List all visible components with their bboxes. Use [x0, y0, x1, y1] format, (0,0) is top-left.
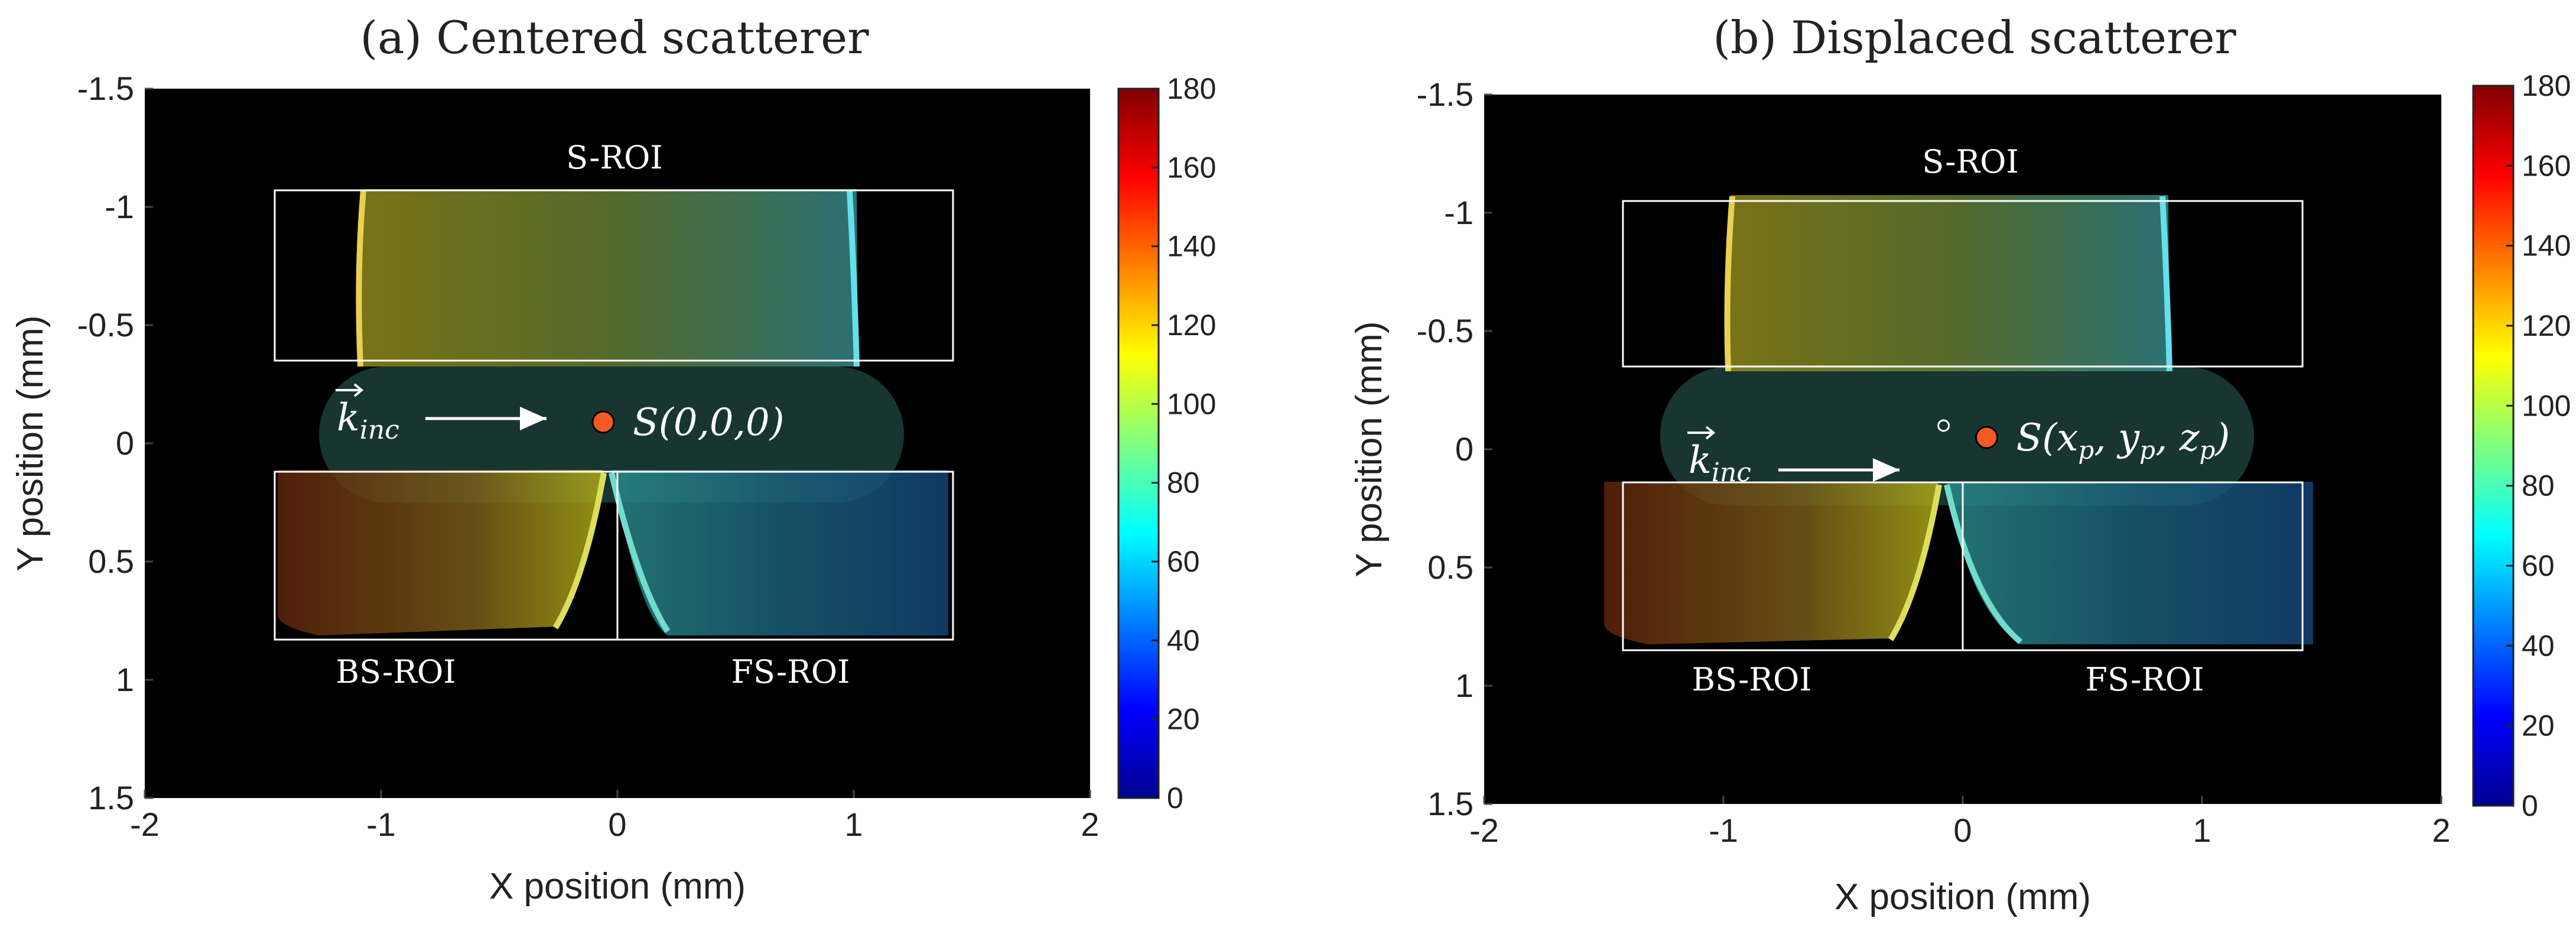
x-tick-label: -2 — [1469, 812, 1499, 849]
x-tick-label: 0 — [608, 806, 626, 843]
x-tick-label: 2 — [2432, 812, 2450, 849]
panel-a-colorbar — [1117, 87, 1160, 799]
y-tick-label: -0.5 — [77, 306, 135, 343]
panel-b-y-label: Y position (mm) — [1349, 322, 1390, 578]
y-tick-label: 1.5 — [88, 779, 134, 816]
panel-a-beam-label: kinc — [337, 396, 399, 445]
colorbar-tick-label: 20 — [1167, 703, 1200, 736]
panel-a-edge-bs — [552, 472, 607, 630]
y-tick-label: -1.5 — [77, 70, 135, 107]
y-tick-label: 0 — [1455, 430, 1474, 468]
y-tick-label: -0.5 — [1417, 312, 1474, 349]
x-tick-label: -2 — [130, 806, 160, 843]
roi-rect-fs-roi — [1962, 481, 2304, 651]
colorbar-tick-label: 20 — [2522, 709, 2555, 742]
panel-b-s-roi-label: S-ROI — [1922, 143, 2018, 180]
y-tick-label: -1 — [1444, 194, 1474, 231]
panel-b-field — [1604, 195, 2313, 644]
panel-a-edge-fs — [609, 472, 671, 633]
panel-a-y-ticks: -1.5 -1 -0.5 0 0.5 1 1.5 — [77, 70, 153, 816]
panel-b-scatterer-dot — [1975, 426, 1998, 449]
x-tick-label: 1 — [2193, 812, 2211, 849]
roi-rect-s-roi — [1622, 200, 2304, 368]
colorbar-tick-label: 0 — [1167, 781, 1183, 815]
colorbar-tick-label: 40 — [2522, 629, 2555, 662]
panel-a: (a) Centered scatterer S-ROI BS-ROI FS-R… — [10, 11, 1216, 907]
colorbar-tick-label: 60 — [1167, 545, 1200, 578]
y-tick-label: -1.5 — [1417, 76, 1474, 113]
colorbar-tick-label: 160 — [1167, 151, 1216, 184]
panel-a-bs-roi-label: BS-ROI — [336, 653, 456, 690]
y-tick-label: -1 — [105, 188, 134, 225]
panel-a-title: (a) Centered scatterer — [360, 11, 869, 64]
panel-b-rois — [1622, 200, 2304, 651]
panel-b-scatterer-label: S(xp, yp, zp) — [2016, 416, 2230, 465]
y-tick-label: 1 — [1455, 667, 1474, 704]
panel-b-colorbar — [2472, 85, 2515, 807]
colorbar-tick-label: 80 — [2522, 469, 2555, 502]
colorbar-tick-label: 160 — [2522, 149, 2571, 182]
panel-a-fs-roi-label: FS-ROI — [731, 653, 850, 690]
colorbar-tick-label: 100 — [1167, 387, 1216, 420]
panel-b-x-label: X position (mm) — [1835, 877, 2091, 917]
panel-a-rois — [274, 189, 954, 641]
panel-b-title: (b) Displaced scatterer — [1713, 11, 2236, 64]
panel-a-s-lobe — [360, 189, 858, 367]
panel-a-edge-right — [847, 190, 860, 367]
colorbar-tick-label: 80 — [1167, 466, 1200, 500]
roi-rect-fs-roi — [616, 471, 954, 641]
panel-a-colorbar-ticks: 0 20 40 60 80 100 120 140 160 180 — [1152, 72, 1216, 815]
y-tick-label: 1.5 — [1427, 785, 1474, 822]
panel-a-bs-lobe — [278, 470, 603, 635]
panel-b-fs-lobe — [1947, 482, 2313, 644]
panel-a-x-ticks: -2 -1 0 1 2 — [130, 790, 1100, 843]
x-tick-label: -1 — [366, 806, 396, 843]
x-tick-label: 1 — [844, 806, 863, 843]
panel-b-x-ticks: -2 -1 0 1 2 — [1469, 796, 2451, 849]
panel-b-bs-roi-label: BS-ROI — [1692, 661, 1811, 698]
colorbar-tick-label: 180 — [1167, 72, 1216, 105]
panel-a-fs-lobe — [612, 470, 948, 635]
x-tick-label: -1 — [1709, 812, 1738, 849]
y-tick-label: 0.5 — [1427, 549, 1474, 586]
panel-b-beam-label: kinc — [1689, 439, 1751, 488]
panel-b-fs-roi-label: FS-ROI — [2086, 661, 2204, 698]
panel-b-edge-left — [1724, 196, 1735, 372]
x-tick-label: 0 — [1953, 812, 1972, 849]
panel-a-field — [278, 189, 948, 635]
panel-b-origin-marker — [1937, 419, 1950, 432]
colorbar-tick-label: 120 — [2522, 309, 2571, 342]
panel-b-colorbar-ticks: 0 20 40 60 80 100 120 140 160 180 — [2506, 69, 2571, 822]
y-tick-label: 1 — [116, 661, 134, 698]
x-tick-label: 2 — [1081, 806, 1099, 843]
panel-a-s-roi-label: S-ROI — [566, 139, 662, 176]
colorbar-tick-label: 140 — [1167, 230, 1216, 263]
colorbar-tick-label: 100 — [2522, 389, 2571, 422]
colorbar-tick-label: 180 — [2522, 69, 2571, 102]
panel-b: (b) Displaced scatterer S-ROI BS-ROI FS-… — [1349, 11, 2571, 917]
panel-b-y-ticks: -1.5 -1 -0.5 0 0.5 1 1.5 — [1417, 76, 1492, 822]
panel-a-y-label: Y position (mm) — [10, 316, 51, 572]
panel-b-beam-vector-arrow — [1687, 426, 1716, 440]
y-tick-label: 0.5 — [88, 543, 134, 580]
colorbar-tick-label: 120 — [1167, 309, 1216, 342]
panel-a-scatterer-dot — [591, 410, 615, 434]
panel-b-s-lobe — [1728, 195, 2170, 371]
panel-a-x-label: X position (mm) — [489, 866, 746, 907]
roi-rect-s-roi — [274, 189, 954, 362]
panel-a-scatterer-label: S(0,0,0) — [633, 401, 785, 445]
panel-b-edge-right — [2159, 196, 2172, 372]
panel-b-bs-lobe — [1604, 482, 1938, 644]
colorbar-tick-label: 0 — [2522, 789, 2538, 822]
panel-a-beam-band — [319, 367, 904, 502]
colorbar-tick-label: 140 — [2522, 229, 2571, 262]
colorbar-tick-label: 60 — [2522, 549, 2555, 582]
panel-a-beam-vector-arrow — [336, 383, 364, 397]
panel-b-edge-bs — [1888, 484, 1942, 641]
panel-a-edge-left — [356, 190, 366, 367]
y-tick-label: 0 — [116, 424, 134, 462]
panel-b-edge-fs — [1944, 484, 2023, 644]
colorbar-tick-label: 40 — [1167, 624, 1200, 657]
